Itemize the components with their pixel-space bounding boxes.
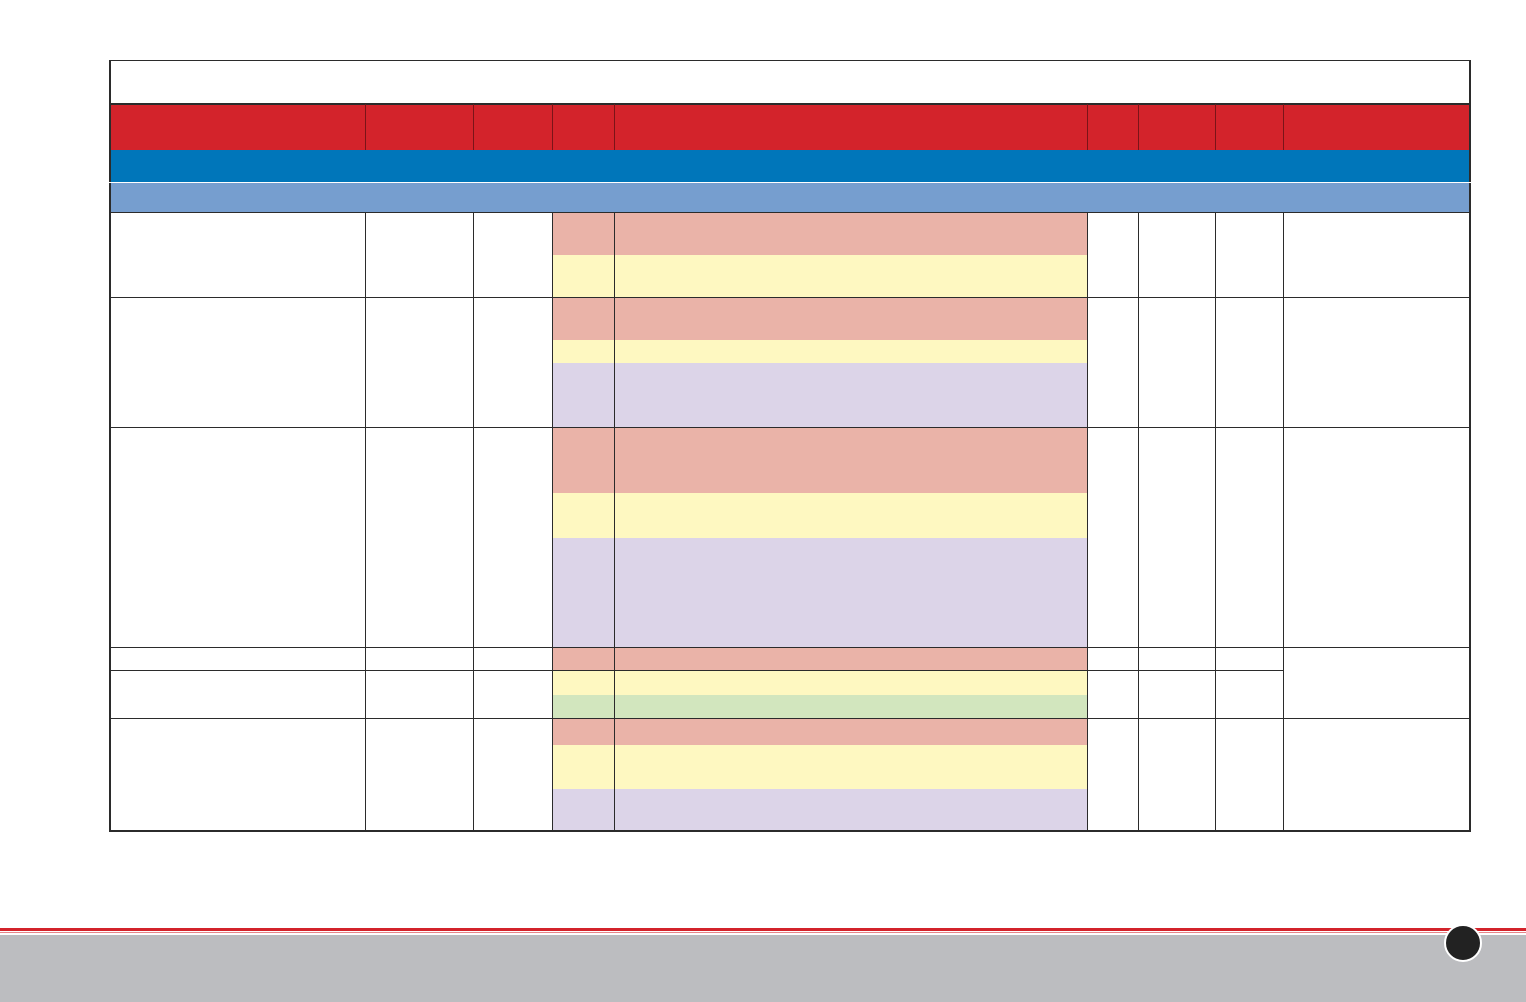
column-divider bbox=[365, 212, 366, 831]
level-cell-red bbox=[553, 648, 1087, 670]
header-column-divider bbox=[473, 104, 474, 150]
header-column-divider bbox=[1138, 104, 1139, 150]
column-divider bbox=[473, 212, 474, 831]
header-cell bbox=[1092, 118, 1134, 138]
column-divider bbox=[552, 212, 553, 831]
header-column-divider bbox=[365, 104, 366, 150]
column-divider bbox=[1087, 212, 1088, 831]
band-divider bbox=[109, 182, 1471, 183]
header-cell bbox=[1289, 118, 1465, 138]
row-divider bbox=[109, 718, 1471, 719]
column-divider bbox=[1215, 212, 1216, 831]
header-cell bbox=[1143, 118, 1211, 138]
row-divider bbox=[109, 297, 1471, 298]
level-cell-purple bbox=[553, 363, 1087, 427]
level-cell-red bbox=[553, 298, 1087, 340]
column-divider bbox=[614, 212, 615, 831]
subsection-heading-band bbox=[109, 183, 1471, 212]
header-cell bbox=[558, 118, 610, 138]
header-cell bbox=[620, 118, 1082, 138]
level-cell-yellow bbox=[553, 671, 1087, 695]
table-border-right bbox=[1469, 60, 1471, 832]
level-cell-red bbox=[553, 213, 1087, 255]
footer-red-rule bbox=[0, 928, 1526, 931]
table-border-left bbox=[109, 60, 111, 832]
header-column-divider bbox=[1215, 104, 1216, 150]
section-heading-band bbox=[109, 150, 1471, 182]
header-cell bbox=[115, 118, 360, 138]
table-border-top bbox=[109, 60, 1471, 61]
row-divider bbox=[109, 647, 1471, 648]
level-cell-red bbox=[553, 428, 1087, 493]
header-cell bbox=[1220, 118, 1279, 138]
level-cell-purple bbox=[553, 789, 1087, 831]
footer-red-rule-thin bbox=[0, 932, 1526, 933]
header-cell bbox=[479, 118, 549, 138]
level-cell-yellow bbox=[553, 255, 1087, 297]
row-divider bbox=[109, 427, 1471, 428]
header-column-divider bbox=[552, 104, 553, 150]
page-number-badge bbox=[1444, 924, 1482, 962]
level-cell-yellow bbox=[553, 493, 1087, 538]
table-title-row bbox=[109, 60, 1471, 104]
header-column-divider bbox=[1283, 104, 1284, 150]
header-column-divider bbox=[1087, 104, 1088, 150]
column-divider bbox=[1138, 212, 1139, 831]
level-cell-purple bbox=[553, 538, 1087, 648]
band-divider bbox=[109, 212, 1471, 213]
header-column-divider bbox=[614, 104, 615, 150]
header-cell bbox=[371, 118, 469, 138]
row-divider bbox=[109, 670, 1284, 671]
level-cell-green bbox=[553, 695, 1087, 718]
column-divider bbox=[1283, 212, 1284, 831]
table-border-bottom bbox=[109, 830, 1471, 832]
table-header-row bbox=[109, 104, 1471, 150]
row-divider bbox=[109, 103, 1471, 105]
level-cell-yellow bbox=[553, 745, 1087, 789]
level-cell-red bbox=[553, 719, 1087, 745]
footer-bar bbox=[0, 935, 1526, 1002]
level-cell-yellow bbox=[553, 340, 1087, 363]
